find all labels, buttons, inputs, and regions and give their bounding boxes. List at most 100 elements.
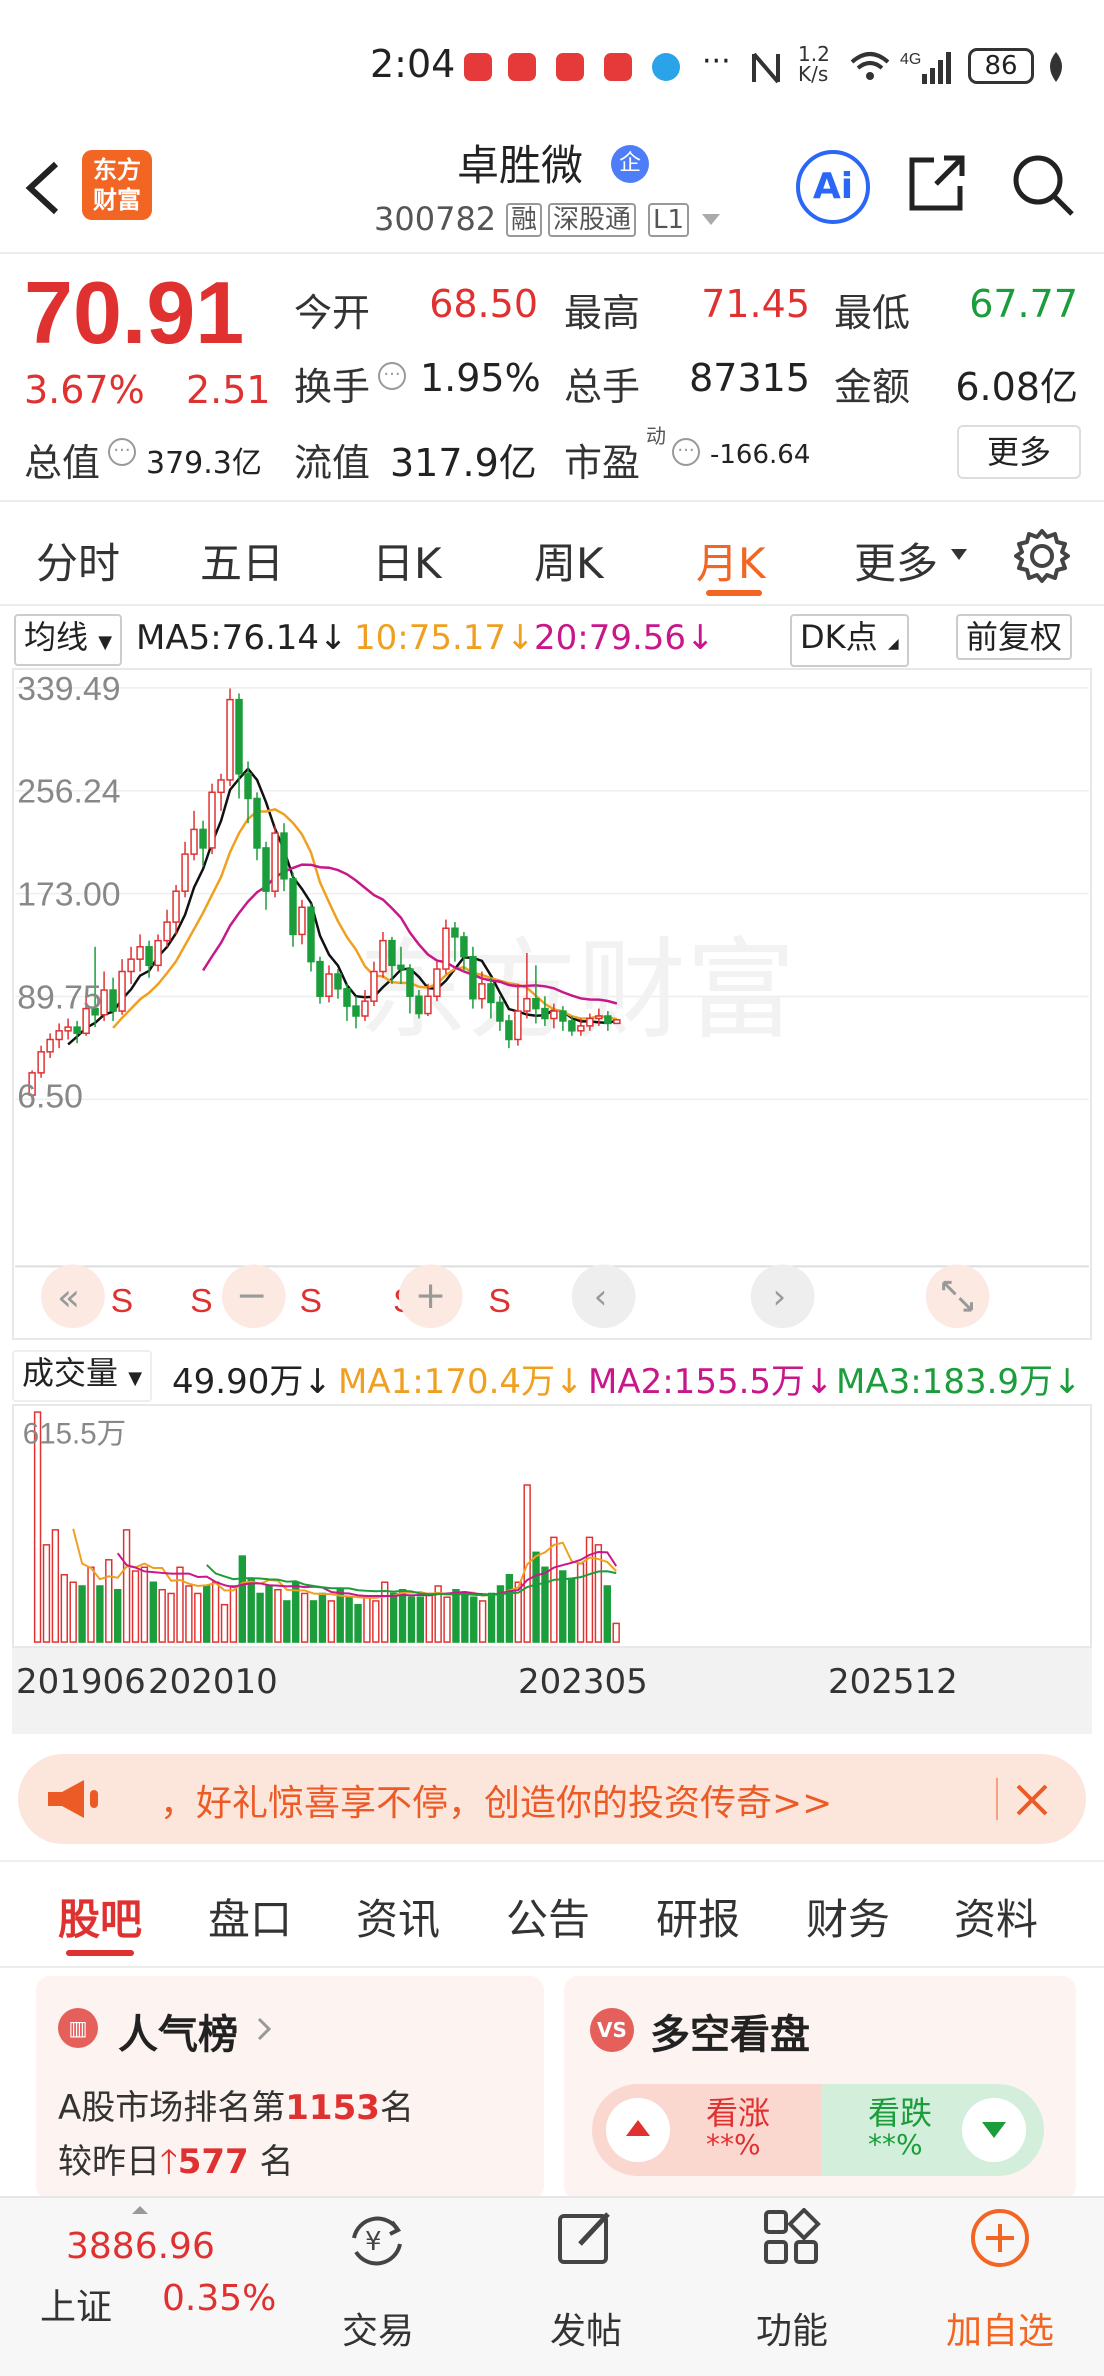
candle (406, 964, 414, 1014)
nav-functions[interactable]: 功能 (755, 2311, 828, 2352)
fullscreen-button[interactable] (925, 1264, 990, 1329)
volume-bar-header: 成交量 ▼ 49.90万↓ MA1:170.4万↓ MA2:155.5万↓ MA… (0, 1348, 1104, 1402)
more-button[interactable]: 更多 (957, 425, 1081, 479)
candle (307, 903, 315, 972)
candle-body (226, 698, 234, 781)
tab-profile[interactable]: 资料 (954, 1895, 1039, 1944)
adjust-button[interactable]: 前复权 (956, 614, 1073, 660)
date-tick: 201906 (16, 1662, 146, 1702)
candle (433, 961, 441, 1002)
bull-value: **% (706, 2128, 761, 2161)
volume-bar (496, 1585, 505, 1643)
chevron-right-icon[interactable] (256, 2016, 272, 2042)
ma10-line (112, 808, 618, 1029)
volume-bar (122, 1529, 131, 1643)
tab-weekly-k[interactable]: 周K (534, 539, 604, 588)
vs-icon: VS (590, 2008, 634, 2052)
volume-bar (140, 1566, 149, 1643)
volume-chart[interactable]: 615.5万 (12, 1404, 1092, 1648)
zoom-in-button[interactable] (398, 1264, 463, 1329)
indicator-selector-label: 均线 (24, 618, 89, 656)
candle-body (478, 983, 486, 1000)
popularity-card[interactable] (36, 1976, 544, 2200)
candle-body (217, 779, 225, 794)
trade-icon[interactable]: ¥ (344, 2208, 410, 2274)
header (0, 132, 1104, 254)
candle (496, 996, 504, 1031)
notification-icon (604, 53, 632, 81)
volume-selector[interactable]: 成交量 ▼ (12, 1350, 153, 1402)
signal-markers: SSSSSS (111, 1282, 601, 1320)
candle (460, 931, 468, 972)
tab-finance[interactable]: 财务 (806, 1895, 891, 1944)
scroll-left-button[interactable] (571, 1264, 636, 1329)
high-value: 71.45 (701, 282, 810, 326)
index-change[interactable]: 0.35% (162, 2278, 277, 2319)
tab-guba[interactable]: 股吧 (58, 1895, 143, 1944)
tab-daily-k[interactable]: 日K (372, 539, 442, 588)
volume-bar (131, 1570, 140, 1643)
add-circle-icon[interactable] (968, 2206, 1032, 2270)
sell-marker: S (190, 1282, 213, 1320)
tab-announcements[interactable]: 公告 (506, 1895, 591, 1944)
tab-more[interactable]: 更多 (854, 539, 939, 588)
promo-banner[interactable] (18, 1754, 1086, 1844)
candle-body (424, 995, 432, 1015)
index-name[interactable]: 上证 (40, 2287, 113, 2328)
info-icon[interactable]: ··· (378, 362, 406, 390)
volume-bar (167, 1592, 175, 1643)
nav-trade[interactable]: 交易 (341, 2311, 414, 2352)
candle (118, 959, 126, 1015)
post-icon[interactable] (556, 2208, 616, 2268)
bottom-nav (0, 2196, 1104, 2376)
candle-body (343, 988, 351, 1007)
scroll-right-button[interactable] (750, 1264, 815, 1329)
date-axis: 201906 202010 202305 202512 (12, 1648, 1092, 1734)
volume-bar (478, 1600, 487, 1643)
indicator-selector[interactable]: 均线 ▼ (14, 614, 123, 666)
nav-add-watchlist[interactable]: 加自选 (945, 2311, 1054, 2352)
open-value: 68.50 (429, 282, 538, 326)
share-icon[interactable] (906, 150, 970, 214)
dk-point-button[interactable]: DK点 ◢ (790, 614, 909, 667)
info-icon[interactable]: ··· (672, 438, 700, 466)
down-arrow-icon: ↓ (319, 618, 348, 658)
caret-up-icon[interactable] (130, 2204, 150, 2216)
volume-bar (336, 1588, 344, 1643)
enterprise-badge: 企 (611, 145, 649, 183)
candle-body (208, 791, 216, 849)
candle (271, 825, 279, 898)
volume-bar (176, 1566, 184, 1643)
gear-icon[interactable] (1014, 528, 1070, 584)
tab-five-day[interactable]: 五日 (200, 539, 285, 588)
tab-research[interactable]: 研报 (656, 1895, 741, 1944)
candle-body (172, 890, 180, 923)
change-prefix: 较昨日 (58, 2142, 160, 2182)
ma5-label: MA5:76.14↓ (136, 618, 348, 658)
zoom-out-button[interactable] (221, 1264, 286, 1329)
tab-monthly-k[interactable]: 月K (696, 539, 766, 588)
minus-icon: − (236, 1273, 268, 1317)
grid-icon[interactable] (762, 2208, 822, 2268)
candle-body (352, 1005, 360, 1017)
ai-button[interactable]: Ai (796, 150, 870, 224)
tab-intraday[interactable]: 分时 (36, 539, 121, 588)
watermark: 东方财富 (358, 927, 795, 1054)
chevron-down-icon[interactable] (700, 212, 722, 228)
candle-body (388, 939, 396, 967)
rank-change-line: 较昨日🡑577 名 (58, 2134, 293, 2195)
tab-news[interactable]: 资讯 (356, 1895, 441, 1944)
index-value[interactable]: 3886.96 (66, 2226, 215, 2267)
tab-handicap[interactable]: 盘口 (208, 1895, 293, 1944)
info-icon[interactable]: ··· (108, 438, 136, 466)
jump-start-button[interactable] (41, 1264, 105, 1329)
search-icon[interactable] (1010, 152, 1076, 218)
nav-post[interactable]: 发帖 (549, 2311, 622, 2352)
svg-text:¥: ¥ (365, 2227, 382, 2257)
volume-bar (567, 1577, 576, 1643)
volume-bar (407, 1596, 416, 1643)
chevron-left-icon[interactable] (22, 160, 66, 216)
close-icon[interactable] (1014, 1782, 1050, 1818)
vol-ma1: MA1:170.4万↓ (338, 1354, 584, 1403)
